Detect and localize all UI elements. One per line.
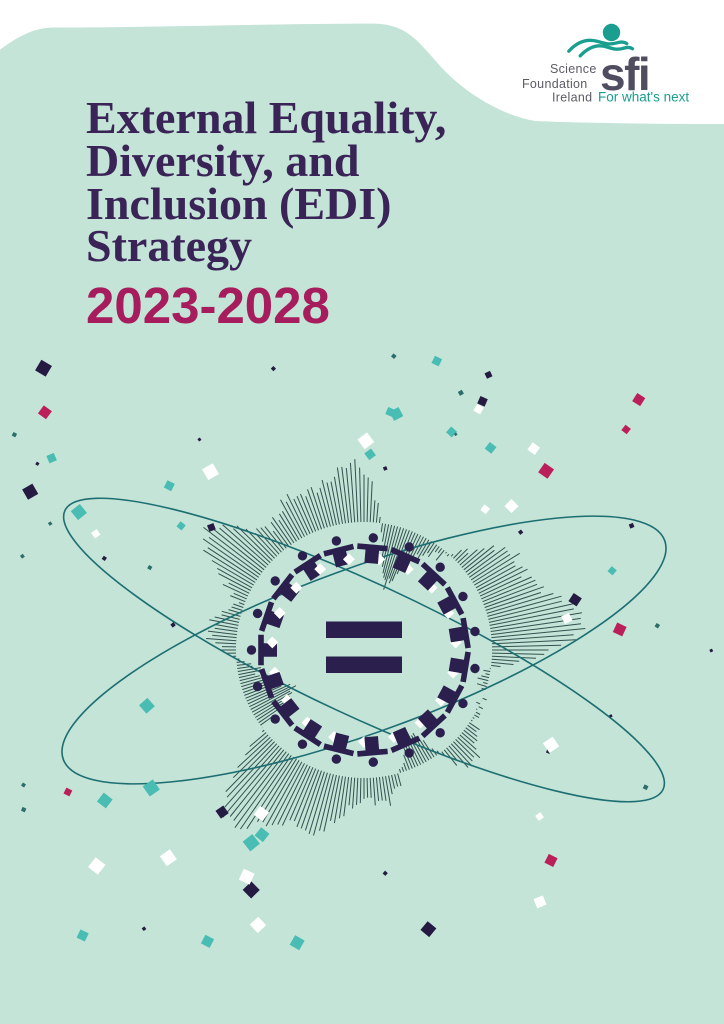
svg-text:Foundation: Foundation — [522, 77, 588, 91]
svg-text:Science: Science — [550, 62, 597, 76]
